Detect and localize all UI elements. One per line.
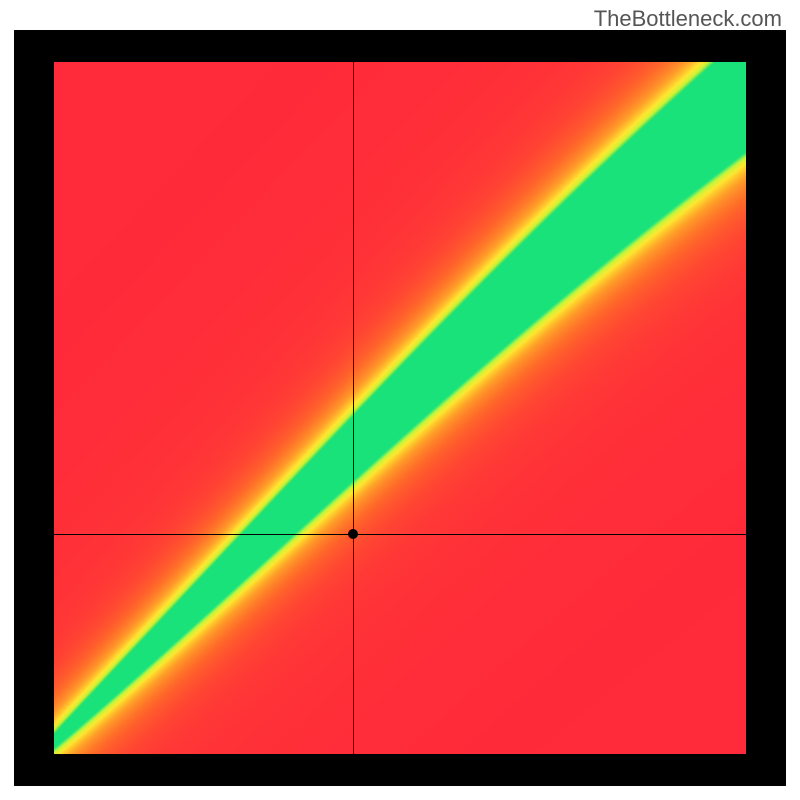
crosshair-horizontal bbox=[54, 534, 746, 535]
crosshair-vertical bbox=[353, 62, 354, 754]
crosshair-marker bbox=[348, 529, 358, 539]
heatmap-canvas bbox=[54, 62, 746, 754]
watermark-text: TheBottleneck.com bbox=[594, 6, 782, 32]
chart-container: TheBottleneck.com bbox=[0, 0, 800, 800]
chart-black-frame bbox=[14, 30, 786, 786]
